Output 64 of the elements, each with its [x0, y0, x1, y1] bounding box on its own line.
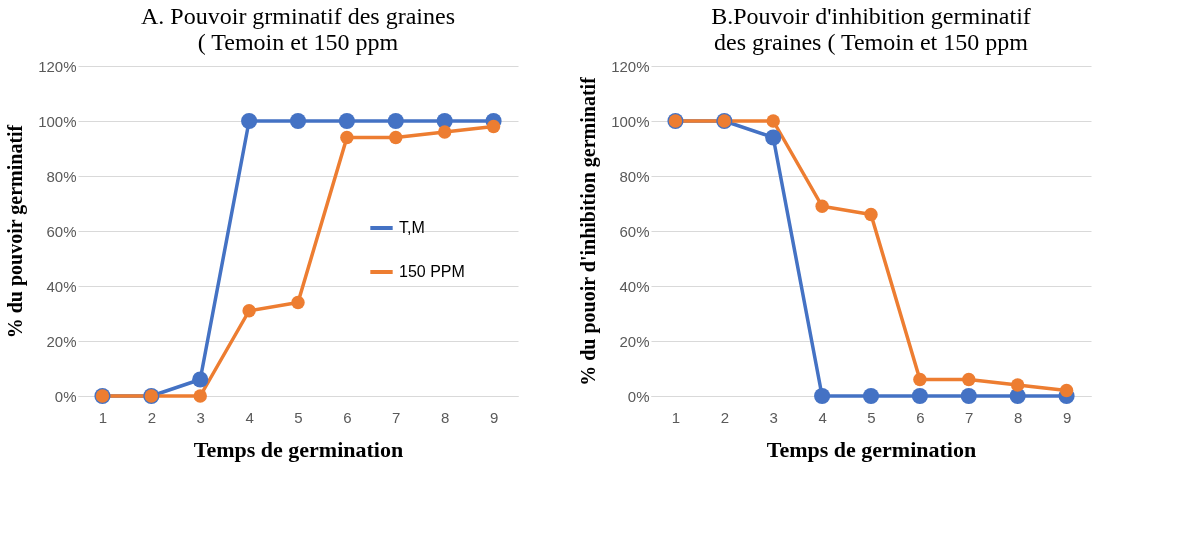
y-tick-label: 100%	[38, 112, 77, 130]
y-tick-label: 20%	[619, 332, 650, 350]
x-axis-title: Temps de germination	[193, 436, 404, 462]
y-tick-label: 40%	[619, 277, 650, 295]
x-tick-label: 4	[818, 408, 827, 426]
x-tick-label: 1	[98, 408, 108, 426]
y-tick-label: 80%	[46, 167, 77, 185]
point	[387, 112, 404, 130]
point	[765, 129, 782, 146]
y-tick-label: 0%	[627, 387, 650, 405]
point	[814, 387, 831, 405]
x-tick-label: 2	[147, 408, 157, 426]
y-tick-label: 60%	[46, 222, 77, 240]
x-tick-label: 3	[769, 408, 778, 426]
point	[291, 295, 305, 310]
point	[242, 304, 256, 318]
x-tick-label: 1	[671, 408, 681, 426]
point	[815, 199, 829, 213]
point	[241, 112, 258, 130]
chart-title: B.Pouvoir d'inhibition germinatif des graines ( Temoin et 150 ppm	[711, 3, 1031, 55]
chart-title: A. Pouvoir grminatif des graines ( Temoin et 150 ppm	[141, 3, 455, 55]
point	[340, 130, 354, 145]
x-tick-label: 5	[867, 408, 876, 426]
point	[1059, 383, 1074, 398]
legend-label: 150 PPM	[399, 263, 465, 280]
x-tick-label: 7	[392, 408, 401, 426]
y-tick-label: 100%	[611, 112, 650, 130]
x-tick-label: 4	[245, 408, 254, 426]
legend-label: T,M	[399, 219, 425, 236]
point	[193, 389, 207, 403]
x-tick-label: 7	[965, 408, 974, 426]
x-tick-label: 3	[196, 408, 205, 426]
point	[962, 372, 976, 387]
x-axis-title: Temps de germination	[766, 436, 977, 462]
x-tick-label: 8	[440, 408, 450, 426]
point	[766, 114, 780, 128]
point	[913, 372, 927, 387]
x-tick-label: 9	[489, 408, 499, 426]
x-tick-label: 5	[294, 408, 303, 426]
x-tick-label: 6	[343, 408, 352, 426]
x-tick-label: 8	[1013, 408, 1023, 426]
point	[960, 387, 977, 405]
point	[437, 125, 452, 139]
y-tick-label: 40%	[46, 277, 77, 295]
x-tick-label: 2	[720, 408, 730, 426]
point	[862, 387, 880, 405]
point	[289, 112, 307, 130]
x-tick-label: 9	[1062, 408, 1072, 426]
y-tick-label: 60%	[619, 222, 650, 240]
y-tick-label: 20%	[46, 332, 77, 350]
point	[911, 387, 928, 405]
y-tick-label: 120%	[611, 57, 650, 75]
point	[486, 119, 501, 134]
y-axis-title: % du pouvoir germinatif	[4, 124, 28, 339]
point	[389, 130, 403, 145]
y-tick-label: 120%	[38, 57, 77, 75]
y-axis-title: % du pouoir d'inhibition germinatif	[577, 76, 601, 386]
point	[1010, 378, 1025, 392]
point	[338, 112, 355, 130]
y-tick-label: 0%	[54, 387, 77, 405]
point	[864, 207, 878, 222]
y-tick-label: 80%	[619, 167, 650, 185]
point	[192, 371, 209, 388]
x-tick-label: 6	[916, 408, 925, 426]
